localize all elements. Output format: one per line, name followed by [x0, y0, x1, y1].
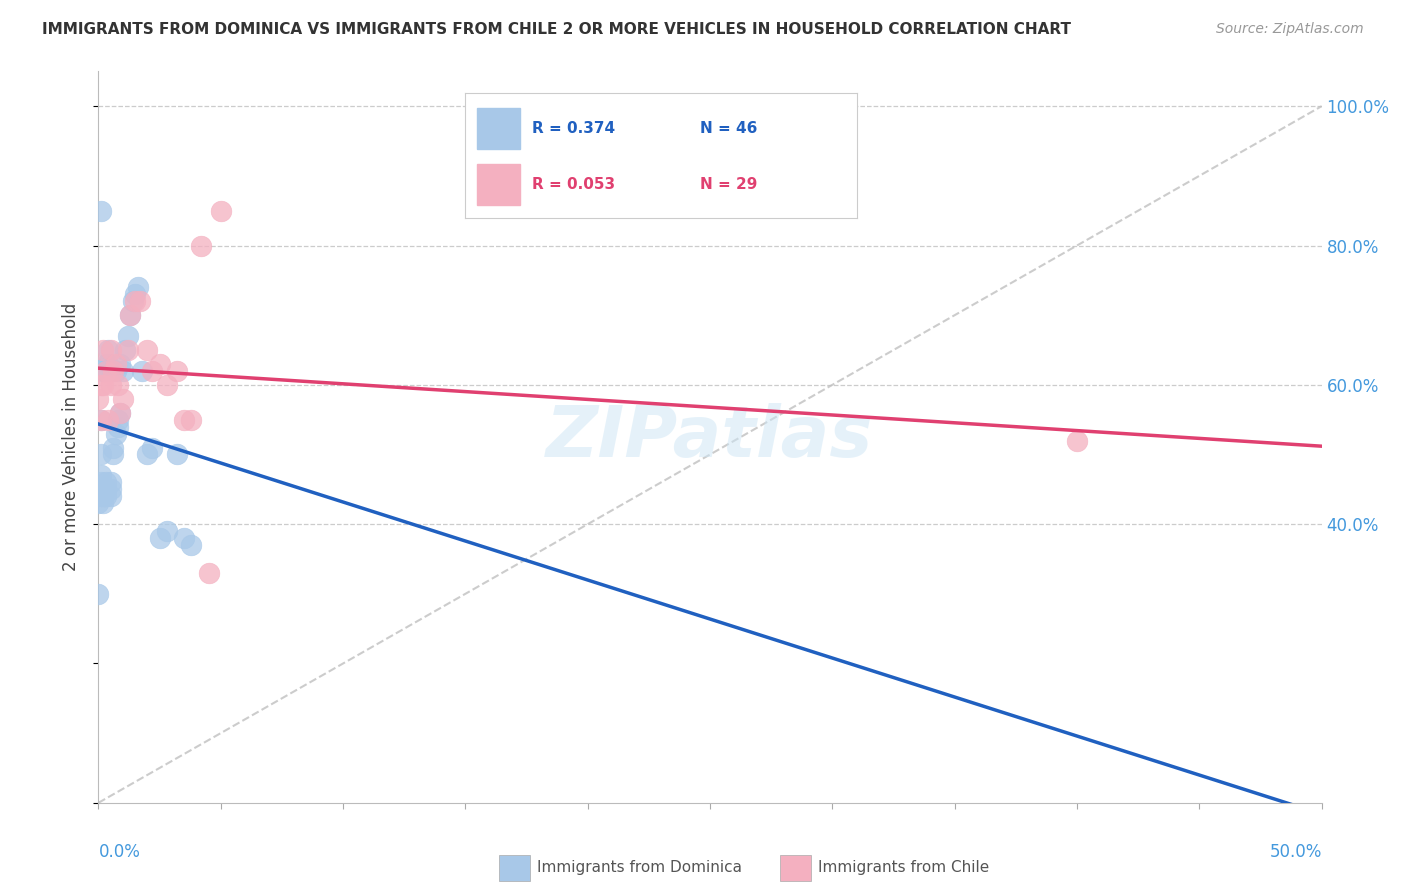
Point	[110, 406, 132, 420]
Point	[87, 587, 110, 601]
Point	[94, 357, 117, 371]
Point	[129, 294, 152, 309]
Point	[104, 357, 127, 371]
Point	[111, 364, 134, 378]
Point	[91, 364, 114, 378]
Y-axis label: 2 or more Vehicles in Household: 2 or more Vehicles in Household	[62, 303, 80, 571]
Point	[136, 448, 159, 462]
Point	[111, 392, 134, 406]
Text: Immigrants from Chile: Immigrants from Chile	[818, 861, 990, 875]
Point	[101, 448, 124, 462]
Point	[87, 496, 110, 510]
Point	[114, 343, 136, 357]
Point	[141, 364, 163, 378]
Point	[97, 343, 120, 357]
Point	[94, 364, 117, 378]
Text: IMMIGRANTS FROM DOMINICA VS IMMIGRANTS FROM CHILE 2 OR MORE VEHICLES IN HOUSEHOL: IMMIGRANTS FROM DOMINICA VS IMMIGRANTS F…	[42, 22, 1071, 37]
Point	[91, 483, 114, 497]
Point	[90, 483, 112, 497]
Point	[100, 377, 122, 392]
Point	[131, 364, 153, 378]
Point	[110, 406, 132, 420]
Point	[166, 364, 188, 378]
Point	[90, 412, 112, 426]
Text: 0.0%: 0.0%	[98, 843, 141, 861]
Point	[90, 203, 112, 218]
Point	[173, 412, 195, 426]
Point	[91, 496, 114, 510]
Point	[90, 468, 112, 483]
Point	[90, 377, 112, 392]
Point	[121, 294, 143, 309]
Point	[91, 343, 114, 357]
Point	[90, 489, 112, 503]
Text: ZIPatlas: ZIPatlas	[547, 402, 873, 472]
Point	[94, 489, 117, 503]
Point	[110, 357, 132, 371]
Text: 50.0%: 50.0%	[1270, 843, 1322, 861]
Point	[180, 538, 202, 552]
Point	[100, 343, 122, 357]
Point	[120, 308, 142, 322]
Point	[197, 566, 219, 580]
Point	[117, 329, 139, 343]
Point	[117, 343, 139, 357]
Point	[209, 203, 232, 218]
Point	[136, 343, 159, 357]
Point	[100, 483, 122, 497]
Point	[149, 531, 172, 545]
Point	[94, 483, 117, 497]
Point	[97, 412, 120, 426]
Point	[124, 294, 146, 309]
Point	[107, 419, 129, 434]
Point	[141, 441, 163, 455]
Point	[100, 475, 122, 490]
Point	[124, 287, 146, 301]
Point	[104, 426, 127, 441]
Point	[101, 441, 124, 455]
Point	[190, 238, 212, 252]
Point	[180, 412, 202, 426]
Point	[97, 357, 120, 371]
Point	[101, 364, 124, 378]
Point	[1066, 434, 1088, 448]
Point	[90, 475, 112, 490]
Text: Source: ZipAtlas.com: Source: ZipAtlas.com	[1216, 22, 1364, 37]
Point	[107, 377, 129, 392]
Point	[87, 392, 110, 406]
Point	[90, 448, 112, 462]
Point	[91, 489, 114, 503]
Point	[149, 357, 172, 371]
Text: Immigrants from Dominica: Immigrants from Dominica	[537, 861, 742, 875]
Point	[107, 412, 129, 426]
Point	[120, 308, 142, 322]
Point	[100, 489, 122, 503]
Point	[90, 412, 112, 426]
Point	[156, 377, 179, 392]
Point	[94, 475, 117, 490]
Point	[156, 524, 179, 538]
Point	[91, 377, 114, 392]
Point	[104, 364, 127, 378]
Point	[127, 280, 149, 294]
Point	[173, 531, 195, 545]
Point	[166, 448, 188, 462]
Point	[94, 364, 117, 378]
